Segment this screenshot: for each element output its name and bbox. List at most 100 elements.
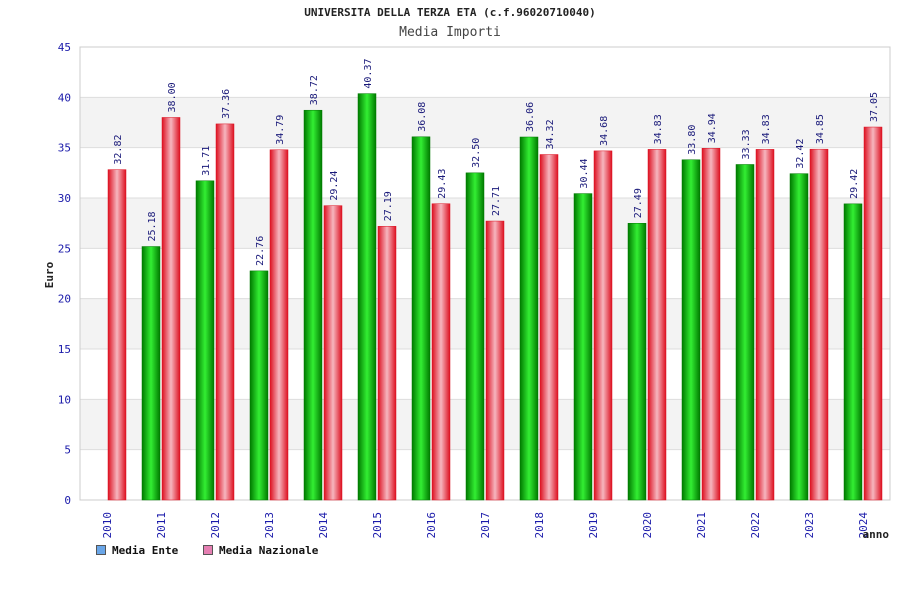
data-label-ente-2013: 22.76 bbox=[255, 236, 266, 266]
bar-nazionale-2021 bbox=[701, 148, 721, 501]
data-label-ente-2020: 27.49 bbox=[633, 188, 644, 218]
x-tick-label: 2022 bbox=[749, 512, 762, 539]
data-label-ente-2024: 29.42 bbox=[849, 169, 860, 199]
bar-ente-2015 bbox=[357, 93, 377, 501]
x-tick-label: 2024 bbox=[857, 512, 870, 539]
x-tick-label: 2011 bbox=[155, 512, 168, 539]
data-labels: 25.18 31.71 22.76 38.72 40.37 36.08 32.50 36.06… bbox=[113, 58, 880, 265]
grid-band bbox=[80, 298, 890, 349]
x-tick-label: 2012 bbox=[209, 512, 222, 539]
y-tick-label: 35 bbox=[58, 142, 71, 155]
bar-nazionale-2024 bbox=[863, 126, 883, 501]
x-tick-label: 2021 bbox=[695, 512, 708, 539]
bar-ente-2013 bbox=[249, 270, 269, 501]
data-label-nazionale-2022: 34.83 bbox=[761, 114, 772, 144]
x-axis-label: anno bbox=[863, 528, 890, 541]
data-label-nazionale-2015: 27.19 bbox=[383, 191, 394, 221]
grid-bands bbox=[80, 97, 890, 450]
data-label-nazionale-2012: 37.36 bbox=[221, 89, 232, 119]
y-tick-label: 20 bbox=[58, 293, 71, 306]
plot-frame bbox=[79, 46, 891, 501]
grid-band bbox=[80, 198, 890, 249]
data-label-nazionale-2023: 34.85 bbox=[815, 114, 826, 144]
data-label-nazionale-2020: 34.83 bbox=[653, 114, 664, 144]
x-tick-label: 2015 bbox=[371, 512, 384, 539]
bar-ente-2022 bbox=[735, 164, 755, 501]
bar-ente-2019 bbox=[573, 193, 593, 501]
y-axis-ticks: 0 5 10 15 20 25 30 35 40 45 bbox=[58, 41, 71, 507]
data-label-nazionale-2014: 29.24 bbox=[329, 171, 340, 201]
bar-nazionale-2020 bbox=[647, 149, 667, 501]
bar-nazionale-2023 bbox=[809, 148, 829, 501]
grid-band bbox=[80, 399, 890, 450]
x-tick-label: 2014 bbox=[317, 512, 330, 539]
data-label-nazionale-2010: 32.82 bbox=[113, 135, 124, 165]
bar-ente-2021 bbox=[681, 159, 701, 501]
x-tick-label: 2023 bbox=[803, 512, 816, 539]
y-axis-label: Euro bbox=[43, 261, 56, 288]
legend-swatch-ente bbox=[96, 545, 106, 555]
bar-ente-2020 bbox=[627, 223, 647, 501]
bar-nazionale-2014 bbox=[323, 205, 343, 501]
data-label-ente-2019: 30.44 bbox=[579, 158, 590, 188]
data-label-ente-2018: 36.06 bbox=[525, 102, 536, 132]
y-tick-label: 0 bbox=[64, 494, 71, 507]
data-label-ente-2015: 40.37 bbox=[363, 58, 374, 88]
x-tick-label: 2020 bbox=[641, 512, 654, 539]
data-label-ente-2014: 38.72 bbox=[309, 75, 320, 105]
bar-nazionale-2019 bbox=[593, 150, 613, 501]
legend-item-ente: Media Ente bbox=[96, 543, 178, 557]
bar-ente-2023 bbox=[789, 173, 809, 501]
bar-nazionale-2010 bbox=[107, 169, 127, 501]
bar-ente-2017 bbox=[465, 172, 485, 501]
y-tick-label: 40 bbox=[58, 91, 71, 104]
y-tick-label: 45 bbox=[58, 41, 71, 54]
data-label-nazionale-2018: 34.32 bbox=[545, 119, 556, 149]
bar-ente-2016 bbox=[411, 136, 431, 501]
y-tick-label: 10 bbox=[58, 393, 71, 406]
y-tick-label: 15 bbox=[58, 343, 71, 356]
bar-nazionale-2016 bbox=[431, 203, 451, 501]
x-tick-label: 2010 bbox=[101, 512, 114, 539]
bar-nazionale-2022 bbox=[755, 149, 775, 501]
x-tick-label: 2019 bbox=[587, 512, 600, 539]
x-tick-label: 2013 bbox=[263, 512, 276, 539]
data-label-nazionale-2011: 38.00 bbox=[167, 82, 178, 112]
legend-label-nazionale: Media Nazionale bbox=[219, 543, 319, 557]
x-tick-label: 2018 bbox=[533, 512, 546, 539]
bar-nazionale-2015 bbox=[377, 226, 397, 501]
bar-nazionale-2018 bbox=[539, 154, 559, 501]
bar-ente-2018 bbox=[519, 136, 539, 501]
bar-nazionale-2011 bbox=[161, 117, 181, 501]
x-tick-label: 2016 bbox=[425, 512, 438, 539]
y-tick-label: 25 bbox=[58, 242, 71, 255]
x-axis-ticks: 2010 2011 2012 2013 2014 2015 2016 2017 2018 2019… bbox=[101, 512, 870, 539]
data-label-nazionale-2019: 34.68 bbox=[599, 116, 610, 146]
data-label-nazionale-2013: 34.79 bbox=[275, 115, 286, 145]
y-tick-label: 5 bbox=[64, 444, 71, 457]
data-label-ente-2011: 25.18 bbox=[147, 211, 158, 241]
data-label-nazionale-2021: 34.94 bbox=[707, 113, 718, 143]
bar-nazionale-2012 bbox=[215, 123, 235, 501]
data-label-nazionale-2016: 29.43 bbox=[437, 169, 448, 199]
bar-ente-2024 bbox=[843, 203, 863, 501]
data-label-nazionale-2024: 37.05 bbox=[869, 92, 880, 122]
data-label-ente-2023: 32.42 bbox=[795, 139, 806, 169]
data-label-ente-2021: 33.80 bbox=[687, 125, 698, 155]
data-label-nazionale-2017: 27.71 bbox=[491, 186, 502, 216]
data-label-ente-2017: 32.50 bbox=[471, 138, 482, 168]
chart-title: UNIVERSITA DELLA TERZA ETA (c.f.96020710… bbox=[304, 6, 596, 19]
data-label-ente-2012: 31.71 bbox=[201, 146, 212, 176]
bar-ente-2011 bbox=[141, 246, 161, 501]
bar-ente-2014 bbox=[303, 109, 323, 501]
legend-item-nazionale: Media Nazionale bbox=[203, 543, 318, 557]
bar-nazionale-2013 bbox=[269, 149, 289, 501]
data-label-ente-2022: 33.33 bbox=[741, 129, 752, 159]
data-label-ente-2016: 36.08 bbox=[417, 102, 428, 132]
legend-label-ente: Media Ente bbox=[112, 543, 179, 557]
x-tick-label: 2017 bbox=[479, 512, 492, 539]
legend-swatch-nazionale bbox=[203, 545, 213, 555]
bars bbox=[107, 93, 883, 501]
bar-nazionale-2017 bbox=[485, 220, 505, 501]
